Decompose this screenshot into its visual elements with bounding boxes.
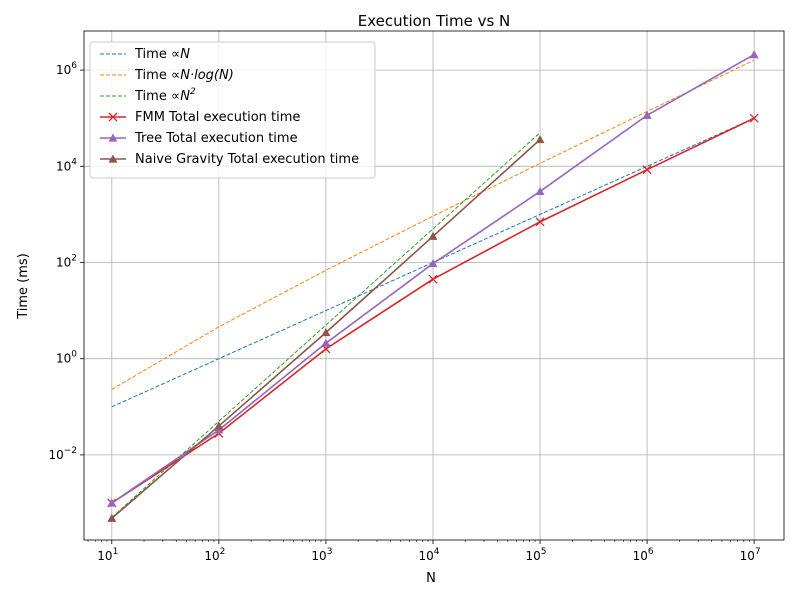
y-tick-label: 100 — [56, 350, 77, 366]
chart-title: Execution Time vs N — [358, 12, 511, 30]
data-point-triangle-marker — [428, 259, 438, 268]
y-tick-label: 102 — [56, 253, 77, 269]
plot-frame — [83, 30, 785, 541]
legend-label: Time ∝N2 — [134, 87, 196, 104]
data-point-x-marker — [108, 112, 118, 122]
legend-entry-2: Time ∝N2 — [100, 87, 196, 104]
x-tick-label: 101 — [97, 547, 118, 563]
series-layer — [107, 50, 759, 522]
data-point-triangle-marker — [321, 328, 331, 337]
data-point-triangle-marker — [108, 154, 118, 163]
data-point-x-marker — [749, 113, 759, 123]
legend-entry-1: Time ∝N·log(N) — [100, 68, 234, 83]
legend-box — [89, 41, 376, 179]
data-point-triangle-marker — [108, 133, 118, 142]
legend-entry-0: Time ∝N — [100, 47, 190, 62]
y-tick-label: 104 — [56, 157, 77, 173]
legend-label: Tree Total execution time — [134, 131, 298, 146]
data-point-triangle-marker — [321, 338, 331, 347]
x-tick-label: 102 — [204, 547, 225, 563]
data-point-x-marker — [642, 165, 652, 175]
y-tick-label: 10−2 — [48, 446, 77, 462]
data-point-x-marker — [535, 217, 545, 227]
legend: Time ∝N Time ∝N·log(N) Time ∝N2 FMM Total e… — [89, 41, 376, 179]
data-point-triangle-marker — [535, 186, 545, 196]
series-markers-5 — [107, 135, 545, 522]
data-point-triangle-marker — [749, 50, 759, 59]
data-point-triangle-marker — [428, 231, 438, 240]
legend-label: Time ∝N — [134, 47, 190, 62]
x-tick-label: 104 — [418, 547, 439, 563]
x-tick-label: 107 — [740, 547, 761, 563]
x-tick-label: 105 — [526, 547, 547, 563]
y-tick-label: 106 — [56, 61, 77, 77]
data-point-triangle-marker — [535, 135, 545, 144]
legend-label: Naive Gravity Total execution time — [135, 152, 359, 167]
series-line-0 — [111, 117, 755, 408]
ticks: 101 102 103 104 105 106 107 10−2 100 102 104 106 — [48, 61, 760, 563]
y-axis-label: Time (ms) — [16, 253, 31, 320]
data-point-triangle-marker — [107, 498, 117, 507]
legend-label: FMM Total execution time — [135, 110, 300, 125]
x-axis-label: N — [426, 571, 436, 586]
legend-entry-3: FMM Total execution time — [100, 110, 300, 125]
x-tick-label: 106 — [633, 547, 654, 563]
data-point-triangle-marker — [642, 110, 652, 119]
legend-entry-5: Naive Gravity Total execution time — [100, 152, 359, 167]
legend-label: Time ∝N·log(N) — [134, 68, 234, 83]
data-point-x-marker — [428, 274, 438, 284]
data-point-triangle-marker — [214, 421, 224, 430]
data-point-triangle-marker — [107, 513, 117, 522]
legend-entry-4: Tree Total execution time — [100, 131, 298, 146]
x-tick-label: 103 — [311, 547, 332, 563]
series-markers-4 — [107, 50, 759, 507]
